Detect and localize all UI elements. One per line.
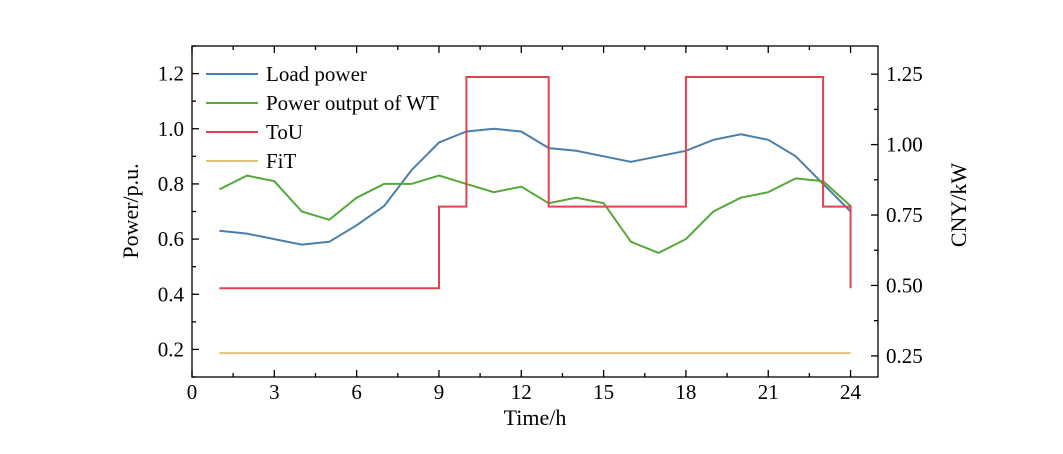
y-right-tick-label: 0.25 <box>886 344 923 368</box>
y-axis-right: 0.25 0.50 0.75 1.00 1.25 <box>871 62 923 368</box>
series-layer <box>218 76 852 355</box>
x-tick-label: 24 <box>840 380 862 404</box>
legend-label-tou: ToU <box>266 120 303 144</box>
x-tick-label: 6 <box>351 380 362 404</box>
y-right-tick-label: 1.00 <box>886 133 923 157</box>
series-line-tou <box>219 76 852 290</box>
y-right-tick-label: 1.25 <box>886 62 923 86</box>
y-left-tick-label: 0.8 <box>158 172 184 196</box>
x-tick-label: 3 <box>269 380 280 404</box>
y-right-tick-label: 0.75 <box>886 203 923 227</box>
x-axis: 0 3 6 9 12 15 18 21 24 <box>187 46 862 404</box>
x-tick-label: 18 <box>675 380 696 404</box>
x-tick-label: 9 <box>434 380 445 404</box>
y-left-tick-label: 0.6 <box>158 227 184 251</box>
y-left-tick-label: 1.2 <box>158 62 184 86</box>
x-tick-label: 0 <box>187 380 198 404</box>
y-right-tick-label: 0.50 <box>886 273 923 297</box>
x-tick-label: 15 <box>593 380 614 404</box>
legend-label-power-output-of-wt: Power output of WT <box>266 91 439 115</box>
y-axis-right-title: CNY/kW <box>946 163 971 248</box>
y-axis-left-title: Power/p.u. <box>118 163 143 258</box>
y-left-tick-label: 0.2 <box>158 337 184 361</box>
legend-label-fit: FiT <box>266 149 297 173</box>
x-axis-title: Time/h <box>504 405 567 430</box>
x-tick-label: 12 <box>511 380 532 404</box>
series-line-load-power <box>219 127 852 246</box>
y-left-tick-label: 0.4 <box>158 282 185 306</box>
y-left-tick-label: 1.0 <box>158 117 184 141</box>
legend-label-load-power: Load power <box>266 62 367 86</box>
x-tick-label: 21 <box>758 380 779 404</box>
legend: Load power Power output of WT ToU FiT <box>206 62 439 173</box>
y-axis-left: 0.2 0.4 0.6 0.8 1.0 1.2 <box>158 45 199 378</box>
series-line-power-output-of-wt <box>218 174 852 254</box>
